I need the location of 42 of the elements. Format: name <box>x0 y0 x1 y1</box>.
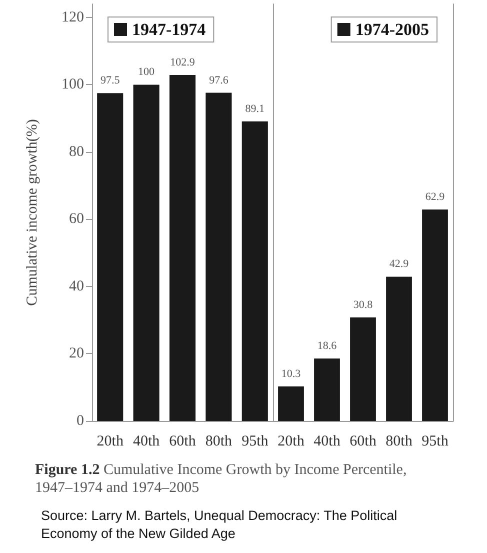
data-label: 102.9 <box>170 56 196 68</box>
x-tick-label: 40th <box>314 434 341 450</box>
y-tick-label: 120 <box>62 9 84 26</box>
bar <box>97 93 124 421</box>
y-tick-label: 0 <box>76 413 84 429</box>
data-label: 10.3 <box>281 368 302 380</box>
x-tick-label: 20th <box>278 434 305 450</box>
data-label: 30.8 <box>353 298 374 311</box>
y-tick-label: 20 <box>69 346 84 362</box>
data-label: 62.9 <box>425 190 446 203</box>
bar <box>422 209 448 421</box>
data-label: 97.5 <box>100 74 120 87</box>
y-tick-label: 100 <box>62 76 84 93</box>
data-label: 100 <box>138 66 156 78</box>
x-tick-label: 80th <box>205 434 233 450</box>
bar <box>314 358 340 421</box>
y-tick-label: 60 <box>69 211 84 228</box>
x-tick-label: 95th <box>422 434 449 450</box>
bar <box>386 276 412 421</box>
source-note: Source: Larry M. Bartels, Unequal Democracy: The Political Economy of the New Gilded Age <box>41 507 398 543</box>
bar <box>133 84 160 421</box>
data-label: 89.1 <box>245 102 265 115</box>
bar <box>278 386 304 421</box>
bar <box>350 317 376 421</box>
x-tick-label: 20th <box>96 434 124 450</box>
x-tick-label: 60th <box>169 434 196 450</box>
y-tick-label: 80 <box>69 144 84 160</box>
x-tick-label: 95th <box>242 434 269 450</box>
data-label: 42.9 <box>389 258 410 270</box>
legend-label: 1974-2005 <box>355 20 430 39</box>
y-tick-label: 40 <box>69 278 84 294</box>
x-tick-label: 80th <box>386 434 413 450</box>
bar <box>242 121 268 421</box>
data-label: 97.6 <box>209 74 229 86</box>
data-label: 18.6 <box>317 340 338 352</box>
text: Figure 1.2 Cumulative Income Growth by Income Percentile, 1947–1974 and 1974–2005 <box>35 461 408 497</box>
x-tick-label: 60th <box>350 434 377 450</box>
legend-label: 1947-1974 <box>132 20 206 39</box>
x-tick-label: 40th <box>132 434 160 450</box>
y-axis-title: Cumulative income growth(%) <box>24 119 40 306</box>
bar <box>169 74 196 421</box>
bar <box>206 92 232 421</box>
